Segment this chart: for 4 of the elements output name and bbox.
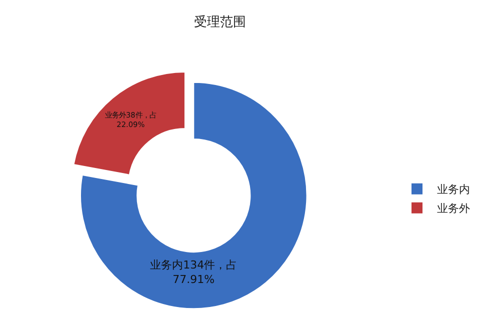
legend-label: 业务外 bbox=[437, 202, 470, 216]
chart-title: 受理范围 bbox=[194, 14, 246, 30]
data-label: 业务内134件，占77.91% bbox=[150, 258, 238, 286]
legend-label: 业务内 bbox=[437, 183, 470, 196]
